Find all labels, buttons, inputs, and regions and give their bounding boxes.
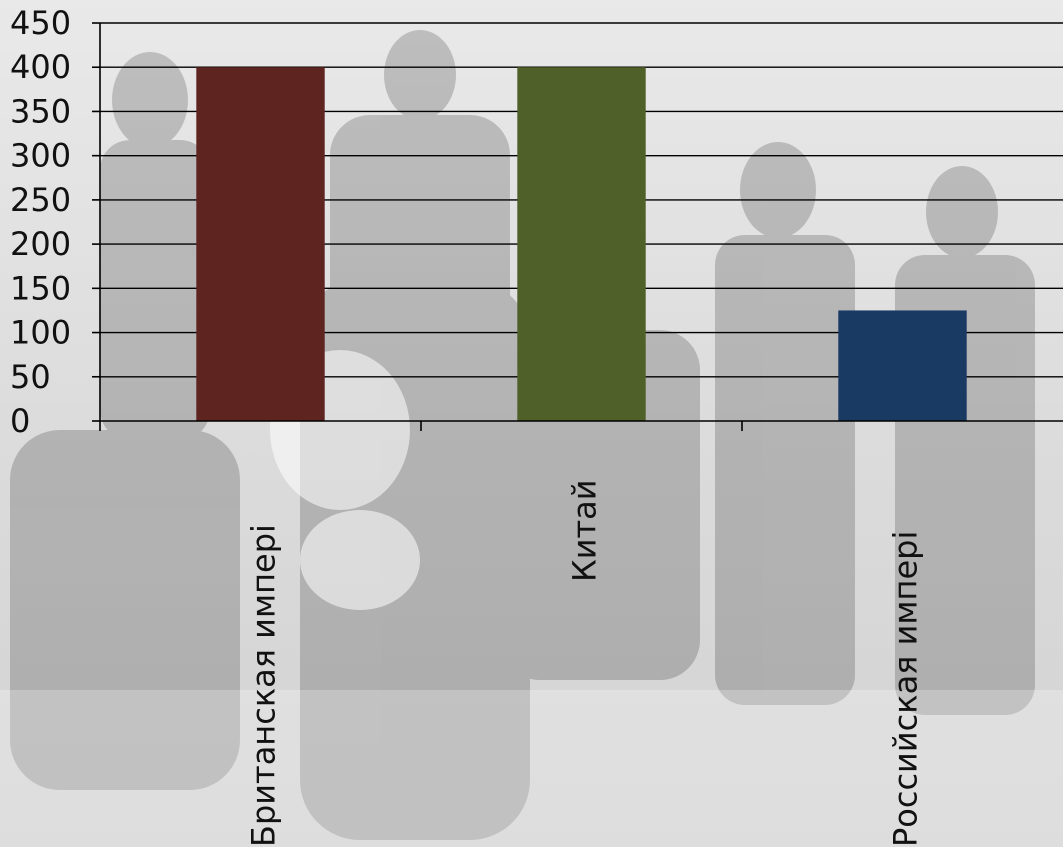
y-tick-label: 100 (10, 314, 71, 352)
y-tick-labels: 0 50 100 150 200 250 300 350 400 450 (10, 4, 71, 440)
y-tick-label: 350 (10, 92, 71, 130)
y-tick-label: 0 (10, 402, 30, 440)
category-label: Российская импері (887, 531, 925, 847)
axes (92, 22, 1063, 431)
y-tick-label: 250 (10, 181, 71, 219)
bar (838, 310, 967, 421)
bars (196, 67, 967, 421)
y-tick-label: 200 (10, 225, 71, 263)
y-tick-label: 150 (10, 269, 71, 307)
bar (196, 67, 325, 421)
y-tick-label: 400 (10, 48, 71, 86)
y-tick-label: 450 (10, 4, 71, 42)
y-tick-label: 50 (10, 358, 51, 396)
bar (517, 67, 646, 421)
y-tick-label: 300 (10, 137, 71, 175)
category-label: Британская импері (245, 524, 283, 847)
category-label: Китай (566, 479, 604, 582)
category-labels: Британская импері Китай Российская импері (245, 479, 925, 847)
